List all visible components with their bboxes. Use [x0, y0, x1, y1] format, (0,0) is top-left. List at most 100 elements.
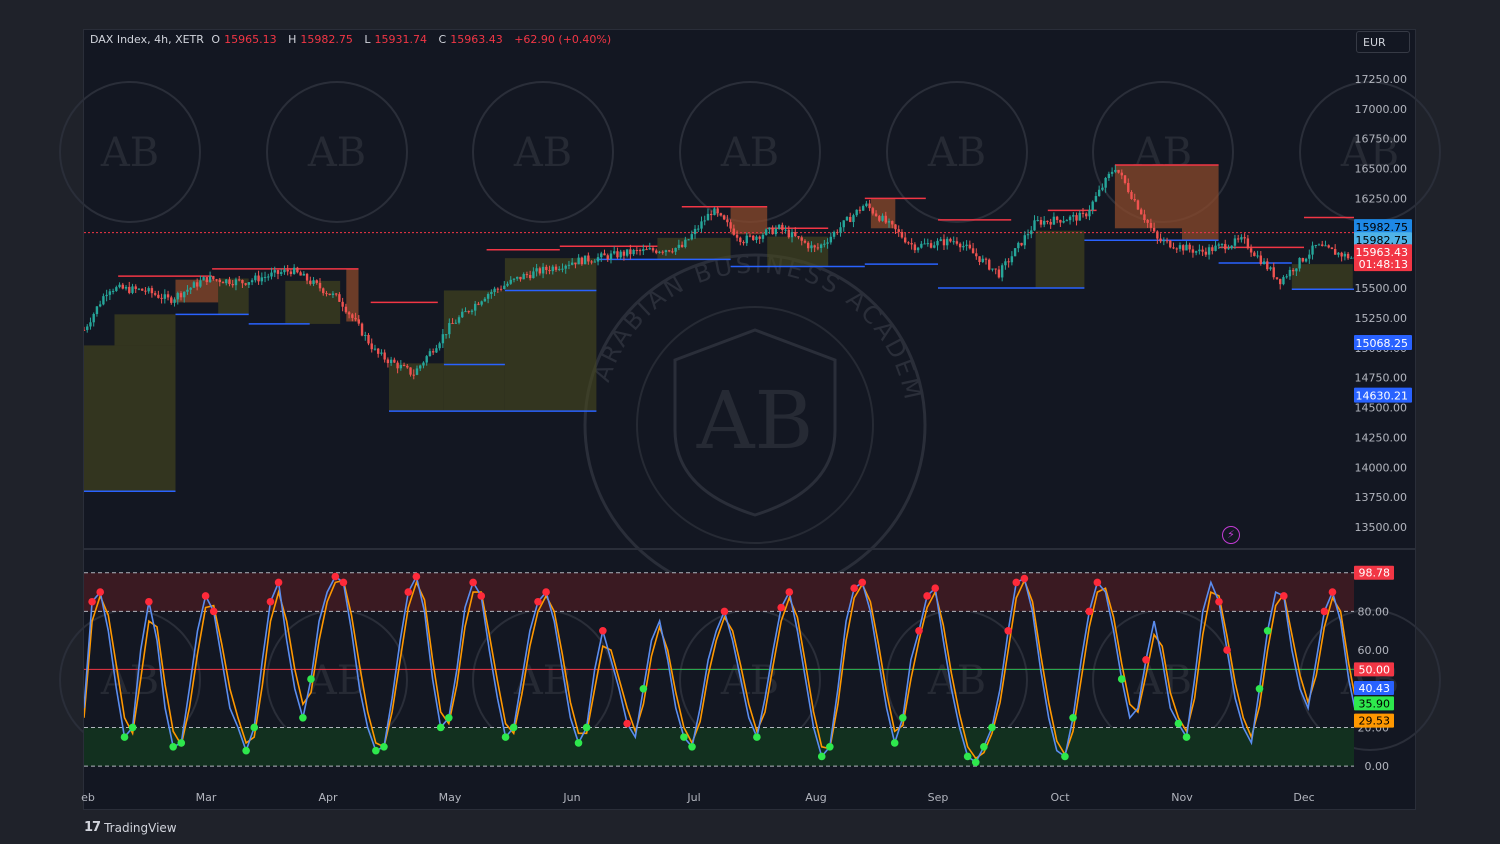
low-value: 15931.74 [374, 33, 428, 46]
candle-body [457, 317, 461, 323]
candle-body [241, 279, 244, 284]
candle-body [1463, 279, 1465, 281]
candle-body [748, 235, 752, 237]
candle-body [732, 228, 736, 235]
candle-body [473, 303, 477, 311]
buy-signal-dot [1361, 739, 1369, 747]
candle-body [1227, 248, 1230, 250]
candle-body [160, 297, 163, 299]
watermark-monogram: AB [307, 130, 366, 176]
candle-body [926, 243, 930, 245]
symbol-label[interactable]: DAX Index, 4h, XETR [90, 33, 204, 46]
candle-body [1191, 249, 1195, 253]
candle-body [1162, 240, 1166, 242]
currency-selector[interactable]: EUR [1356, 31, 1410, 53]
candle-body [195, 282, 199, 287]
candle-body [1049, 222, 1052, 225]
candle-body [247, 282, 251, 285]
candle-body [680, 244, 684, 248]
candle-body [726, 219, 729, 223]
candle-body [593, 261, 597, 263]
buy-signal-dot [177, 739, 186, 747]
candle-body [842, 220, 845, 228]
candle-body [1486, 298, 1488, 302]
candle-body [1088, 209, 1091, 217]
buy-signal-dot [169, 742, 177, 751]
candle-body [781, 224, 784, 230]
x-tick-label: Jun [562, 791, 580, 804]
price-label-text: 15982.75 [1356, 234, 1409, 247]
candle-body [693, 228, 697, 235]
osc-tick-label: 0.00 [1365, 760, 1390, 773]
candle-body [477, 303, 480, 305]
candle-body [360, 323, 364, 336]
candle-body [975, 253, 978, 257]
candle-body [1489, 302, 1491, 303]
candle-body [587, 255, 590, 262]
watermark-seal [472, 81, 614, 223]
candle-body [625, 249, 629, 256]
candle-body [716, 208, 719, 214]
candle-body [971, 248, 975, 254]
candle-body [874, 213, 878, 217]
tradingview-logo[interactable]: 17 TradingView [84, 820, 177, 835]
candle-body [816, 247, 820, 249]
candle-body [642, 249, 645, 251]
candle-body [1240, 237, 1243, 240]
candle-body [735, 234, 739, 238]
candle-body [558, 268, 561, 270]
candle-body [865, 203, 868, 207]
candle-body [664, 250, 668, 253]
buy-signal-dot [1069, 713, 1077, 722]
candle-body [1279, 278, 1282, 285]
candle-body [787, 229, 790, 238]
buy-signal-dot [582, 723, 591, 732]
candle-body [315, 280, 318, 283]
candle-body [234, 279, 238, 286]
candle-body [1460, 276, 1462, 280]
candle-body [357, 319, 361, 324]
candle-body [868, 203, 871, 209]
candle-body [1298, 258, 1301, 269]
price-tick-label: 14750.00 [1355, 372, 1408, 385]
candle-body [1107, 173, 1111, 178]
watermark-monogram: AB [1340, 130, 1399, 176]
price-tick-label: 16250.00 [1355, 192, 1408, 205]
candle-body [1444, 267, 1446, 268]
buy-signal-dot [1263, 626, 1272, 635]
candle-body [428, 351, 432, 357]
candle-body [221, 282, 225, 284]
sell-signal-dot [209, 607, 218, 616]
lightning-icon[interactable]: ⚡ [1222, 526, 1240, 544]
osc-tick-label: 60.00 [1358, 644, 1390, 657]
candle-body [1437, 261, 1439, 262]
candle-body [1117, 169, 1120, 173]
candle-body [852, 215, 855, 223]
candle-body [1172, 247, 1175, 249]
open-label: O [211, 33, 221, 46]
candle-body [706, 213, 710, 221]
candle-body [364, 334, 367, 336]
candle-body [1253, 252, 1256, 257]
candle-body [516, 276, 519, 279]
candle-body [570, 262, 574, 265]
bull-zone [767, 236, 829, 267]
sell-signal-dot [1085, 607, 1094, 616]
price-label-text: 15068.25 [1356, 337, 1409, 350]
candle-body [483, 298, 487, 302]
candle-body [684, 239, 687, 248]
candle-body [1204, 251, 1208, 255]
candle-body [1421, 252, 1423, 257]
candle-body [813, 245, 816, 248]
candle-body [338, 294, 341, 302]
candle-body [1217, 244, 1220, 246]
buy-signal-dot [120, 733, 129, 741]
candle-body [176, 293, 179, 300]
candle-body [454, 322, 457, 324]
candle-body [377, 348, 380, 354]
candle-body [745, 235, 748, 244]
candle-body [263, 276, 267, 278]
candle-body [1004, 261, 1007, 266]
candle-body [183, 291, 186, 298]
